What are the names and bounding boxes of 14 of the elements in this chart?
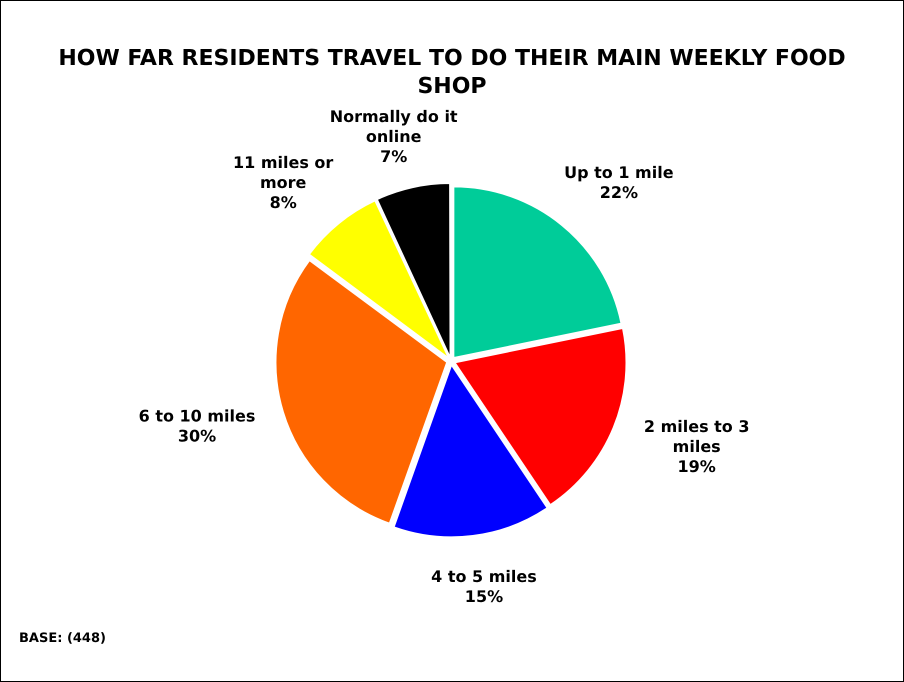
slice-label: 4 to 5 miles	[431, 566, 537, 586]
data-label: 15%	[464, 586, 504, 606]
chart-title: HOW FAR RESIDENTS TRAVEL TO DO THEIR MAIN WEEKLY FOOD SHOP	[57, 45, 847, 101]
slice-label: 2 miles to 3 miles	[644, 416, 750, 456]
data-label: 22%	[600, 183, 638, 202]
data-label: 19%	[678, 456, 716, 476]
slice-label: 6 to 10 miles	[138, 406, 256, 426]
data-label: 8%	[270, 193, 297, 212]
slice-label: Normally do it online	[330, 107, 458, 146]
data-label: 30%	[178, 426, 216, 446]
data-label: 7%	[380, 147, 408, 166]
slice-label: 11 miles or more	[233, 153, 334, 192]
slice-label: Up to 1 mile	[564, 163, 674, 182]
text: BASE: (448)	[19, 631, 106, 646]
